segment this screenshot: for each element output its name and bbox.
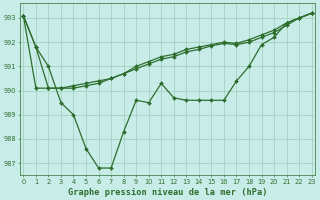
X-axis label: Graphe pression niveau de la mer (hPa): Graphe pression niveau de la mer (hPa) <box>68 188 267 197</box>
